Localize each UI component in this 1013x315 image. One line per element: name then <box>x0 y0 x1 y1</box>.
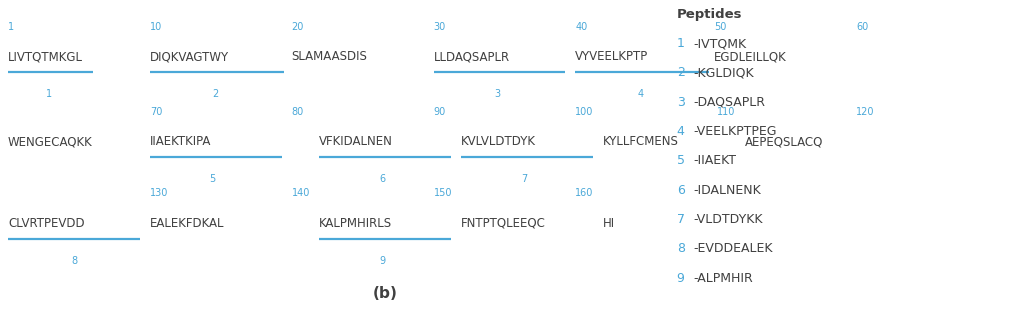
Text: 80: 80 <box>292 106 304 117</box>
Text: AEPEQSLACQ: AEPEQSLACQ <box>745 135 823 148</box>
Text: LIVTQTMKGL: LIVTQTMKGL <box>8 50 83 63</box>
Text: 4: 4 <box>677 125 685 138</box>
Text: 30: 30 <box>434 21 446 32</box>
Text: -EVDDEALEK: -EVDDEALEK <box>693 242 772 255</box>
Text: 60: 60 <box>856 21 868 32</box>
Text: 140: 140 <box>292 188 310 198</box>
Text: 3: 3 <box>677 96 685 109</box>
Text: 7: 7 <box>522 174 528 184</box>
Text: WENGECAQKK: WENGECAQKK <box>8 135 93 148</box>
Text: 130: 130 <box>150 188 168 198</box>
Text: 10: 10 <box>150 21 162 32</box>
Text: CLVRTPEVDD: CLVRTPEVDD <box>8 217 85 230</box>
Text: 8: 8 <box>677 242 685 255</box>
Text: KALPMHIRLS: KALPMHIRLS <box>319 217 392 230</box>
Text: 9: 9 <box>677 272 685 284</box>
Text: 40: 40 <box>575 21 588 32</box>
Text: EALEKFDKAL: EALEKFDKAL <box>150 217 225 230</box>
Text: -ALPMHIR: -ALPMHIR <box>693 272 753 284</box>
Text: 110: 110 <box>717 106 735 117</box>
Text: 1: 1 <box>8 21 14 32</box>
Text: -IIAEKT: -IIAEKT <box>693 154 735 167</box>
Text: LLDAQSAPLR: LLDAQSAPLR <box>434 50 510 63</box>
Text: 160: 160 <box>575 188 594 198</box>
Text: KVLVLDTDYK: KVLVLDTDYK <box>461 135 536 148</box>
Text: -IDALNENK: -IDALNENK <box>693 184 761 197</box>
Text: 2: 2 <box>213 89 219 99</box>
Text: 70: 70 <box>150 106 162 117</box>
Text: 120: 120 <box>856 106 874 117</box>
Text: 90: 90 <box>434 106 446 117</box>
Text: IIAEKTKIPA: IIAEKTKIPA <box>150 135 212 148</box>
Text: $\mathbf{(b)}$: $\mathbf{(b)}$ <box>372 284 398 302</box>
Text: VFKIDALNEN: VFKIDALNEN <box>319 135 393 148</box>
Text: 3: 3 <box>494 89 500 99</box>
Text: 150: 150 <box>434 188 452 198</box>
Text: Peptides: Peptides <box>677 8 743 21</box>
Text: KYLLFCMENS: KYLLFCMENS <box>603 135 679 148</box>
Text: HI: HI <box>603 217 615 230</box>
Text: DIQKVAGTWY: DIQKVAGTWY <box>150 50 229 63</box>
Text: -VLDTDYKK: -VLDTDYKK <box>693 213 763 226</box>
Text: 8: 8 <box>71 256 77 266</box>
Text: 2: 2 <box>677 66 685 79</box>
Text: 6: 6 <box>380 174 386 184</box>
Text: VYVEELKPTP: VYVEELKPTP <box>575 50 648 63</box>
Text: -DAQSAPLR: -DAQSAPLR <box>693 96 765 109</box>
Text: -KGLDIQK: -KGLDIQK <box>693 66 754 79</box>
Text: FNTPTQLEEQC: FNTPTQLEEQC <box>461 217 546 230</box>
Text: -IVTQMK: -IVTQMK <box>693 37 746 50</box>
Text: -VEELKPTPEG: -VEELKPTPEG <box>693 125 776 138</box>
Text: 50: 50 <box>714 21 726 32</box>
Text: 4: 4 <box>637 89 643 99</box>
Text: EGDLEILLQK: EGDLEILLQK <box>714 50 787 63</box>
Text: 20: 20 <box>292 21 304 32</box>
Text: 100: 100 <box>575 106 594 117</box>
Text: SLAMAASDIS: SLAMAASDIS <box>292 50 368 63</box>
Text: 5: 5 <box>677 154 685 167</box>
Text: 5: 5 <box>210 174 216 184</box>
Text: 1: 1 <box>46 89 52 99</box>
Text: 1: 1 <box>677 37 685 50</box>
Text: 7: 7 <box>677 213 685 226</box>
Text: 9: 9 <box>380 256 386 266</box>
Text: 6: 6 <box>677 184 685 197</box>
